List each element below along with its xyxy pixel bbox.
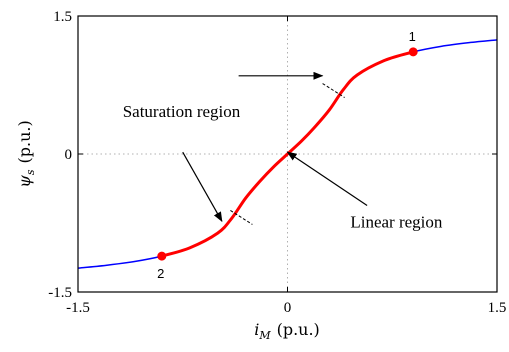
annotation-text-2: Linear region [350,213,443,232]
y-tick-label-0: -1.5 [48,285,72,301]
annotations-group: Saturation region Linear region [123,102,443,231]
annotation-arrow-3 [286,151,368,207]
annotation-text-1: Saturation region [123,102,241,121]
x-tick-label-2: 1.5 [488,300,507,316]
gridlines [78,16,497,292]
annotation-arrow-2 [182,151,223,223]
boundary-marks [230,83,345,225]
y-axis-label: ψs(p.u.) [15,120,37,187]
y-tick-label-2: 1.5 [53,9,72,25]
points-group: 12 [157,29,418,281]
boundary-mark-2 [230,210,253,225]
point-label-1: 1 [409,29,416,44]
x-axis-label: iM (p.u.) [254,320,320,342]
ticks-group: -1.5 0 1.5 -1.5 0 1.5 [48,9,506,316]
x-tick-label-1: 0 [284,300,292,316]
y-tick-label-1: 0 [65,147,73,163]
point-marker-2 [157,251,167,261]
point-label-2: 2 [157,266,164,281]
arrows-group [182,71,368,223]
point-marker-1 [408,47,418,57]
x-tick-label-0: -1.5 [66,300,90,316]
boundary-mark-1 [322,83,345,98]
